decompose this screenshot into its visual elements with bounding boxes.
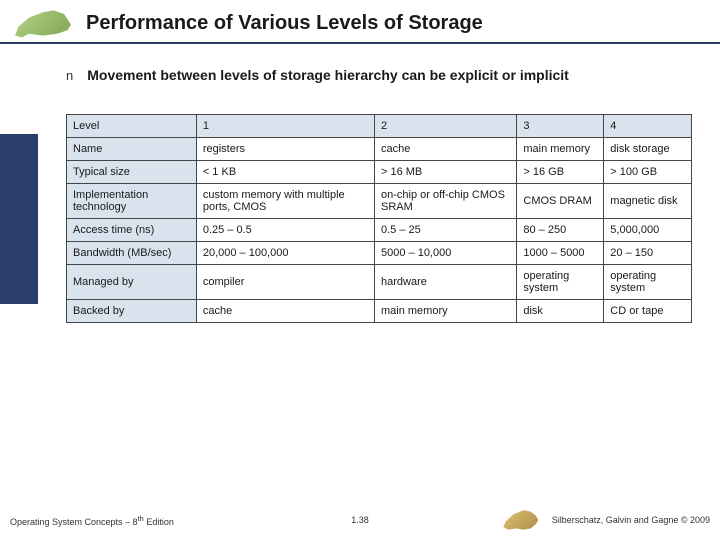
table-cell: cache xyxy=(375,137,517,160)
table-cell: on-chip or off-chip CMOS SRAM xyxy=(375,183,517,218)
table-row: Implementation technologycustom memory w… xyxy=(67,183,692,218)
table-cell: operating system xyxy=(517,264,604,299)
table-cell: > 100 GB xyxy=(604,160,692,183)
table-cell: disk xyxy=(517,299,604,322)
table-cell: compiler xyxy=(196,264,374,299)
sidebar-stripe xyxy=(0,134,38,304)
bullet-marker: n xyxy=(66,68,73,83)
table-row: Access time (ns)0.25 – 0.50.5 – 2580 – 2… xyxy=(67,218,692,241)
table-cell: disk storage xyxy=(604,137,692,160)
col-header-level: 4 xyxy=(604,114,692,137)
col-header-level: 2 xyxy=(375,114,517,137)
left-sidebar xyxy=(0,44,38,500)
table-body: Nameregisterscachemain memorydisk storag… xyxy=(67,137,692,322)
table-cell: 80 – 250 xyxy=(517,218,604,241)
row-label: Name xyxy=(67,137,197,160)
table-row: Nameregisterscachemain memorydisk storag… xyxy=(67,137,692,160)
bullet-text: Movement between levels of storage hiera… xyxy=(87,66,569,86)
footer-left: Operating System Concepts – 8th Edition xyxy=(10,514,351,527)
table-cell: < 1 KB xyxy=(196,160,374,183)
table-head: Level1234 xyxy=(67,114,692,137)
row-label: Access time (ns) xyxy=(67,218,197,241)
slide-header: Performance of Various Levels of Storage xyxy=(0,0,720,44)
footer-tail: Edition xyxy=(144,517,174,527)
table-row: Managed bycompilerhardwareoperating syst… xyxy=(67,264,692,299)
table-cell: > 16 GB xyxy=(517,160,604,183)
col-header-label: Level xyxy=(67,114,197,137)
table-row: Backed bycachemain memorydiskCD or tape xyxy=(67,299,692,322)
table-cell: CMOS DRAM xyxy=(517,183,604,218)
table-cell: CD or tape xyxy=(604,299,692,322)
storage-table: Level1234 Nameregisterscachemain memoryd… xyxy=(66,114,692,323)
sidebar-spacer-top xyxy=(0,44,38,134)
row-label: Managed by xyxy=(67,264,197,299)
row-label: Backed by xyxy=(67,299,197,322)
footer-copyright: Silberschatz, Galvin and Gagne © 2009 xyxy=(552,515,710,525)
table-cell: 5000 – 10,000 xyxy=(375,241,517,264)
col-header-level: 1 xyxy=(196,114,374,137)
table-cell: > 16 MB xyxy=(375,160,517,183)
dinosaur-icon xyxy=(8,5,78,41)
table-cell: 20 – 150 xyxy=(604,241,692,264)
col-header-level: 3 xyxy=(517,114,604,137)
slide-title: Performance of Various Levels of Storage xyxy=(86,12,483,35)
table-row: Typical size< 1 KB> 16 MB> 16 GB> 100 GB xyxy=(67,160,692,183)
table-cell: 20,000 – 100,000 xyxy=(196,241,374,264)
table-cell: 5,000,000 xyxy=(604,218,692,241)
table-cell: 1000 – 5000 xyxy=(517,241,604,264)
table-cell: operating system xyxy=(604,264,692,299)
footer-book: Operating System Concepts – 8 xyxy=(10,517,138,527)
table-cell: main memory xyxy=(517,137,604,160)
sidebar-spacer-bot xyxy=(0,304,38,500)
slide-footer: Operating System Concepts – 8th Edition … xyxy=(0,500,720,540)
dinosaur-small-icon xyxy=(496,506,546,534)
table-cell: magnetic disk xyxy=(604,183,692,218)
table-row: Bandwidth (MB/sec)20,000 – 100,0005000 –… xyxy=(67,241,692,264)
table-cell: main memory xyxy=(375,299,517,322)
row-label: Typical size xyxy=(67,160,197,183)
slide-content: n Movement between levels of storage hie… xyxy=(0,44,720,500)
table-cell: cache xyxy=(196,299,374,322)
table-cell: hardware xyxy=(375,264,517,299)
row-label: Implementation technology xyxy=(67,183,197,218)
table-cell: custom memory with multiple ports, CMOS xyxy=(196,183,374,218)
table-cell: registers xyxy=(196,137,374,160)
footer-page: 1.38 xyxy=(351,515,369,525)
table-cell: 0.5 – 25 xyxy=(375,218,517,241)
table-cell: 0.25 – 0.5 xyxy=(196,218,374,241)
main-area: n Movement between levels of storage hie… xyxy=(38,44,720,500)
bullet-item: n Movement between levels of storage hie… xyxy=(66,66,692,86)
row-label: Bandwidth (MB/sec) xyxy=(67,241,197,264)
footer-right: Silberschatz, Galvin and Gagne © 2009 xyxy=(369,506,710,534)
